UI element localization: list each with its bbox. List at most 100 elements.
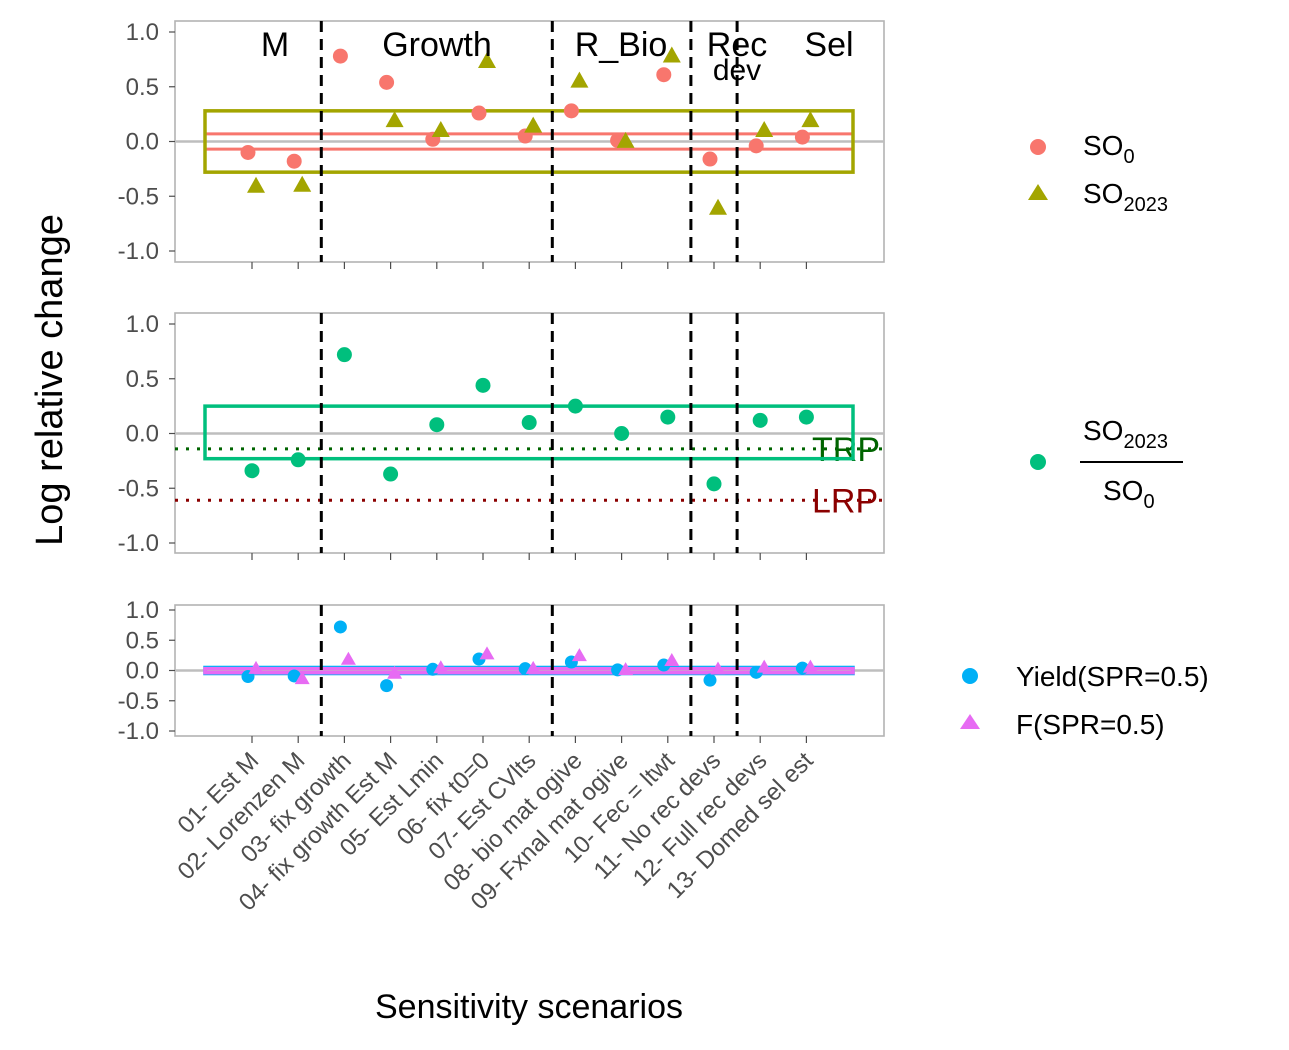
data-point	[379, 74, 395, 90]
data-point	[287, 669, 301, 683]
data-point	[616, 131, 635, 148]
data-point	[385, 111, 404, 128]
data-point	[656, 67, 672, 83]
data-point	[336, 347, 352, 363]
data-point	[702, 151, 718, 167]
data-point	[429, 417, 445, 433]
legend-marker-so0	[1030, 139, 1046, 155]
group-label-line: dev	[713, 54, 761, 87]
group-label: Rec dev	[707, 26, 767, 87]
data-point	[614, 426, 630, 441]
y-tick-label: -0.5	[118, 475, 159, 502]
data-point	[660, 409, 676, 425]
legend: SO0SO2023SO2023SO0Yield(SPR=0.5)F(SPR=0.…	[960, 130, 1209, 740]
y-tick-label: -1.0	[118, 238, 159, 265]
data-point	[521, 415, 537, 431]
legend-main: SO	[1083, 415, 1123, 446]
data-point	[801, 111, 820, 128]
group-label: Growth	[382, 26, 492, 64]
data-point	[563, 103, 579, 119]
legend-marker-yield	[962, 668, 978, 684]
data-point	[755, 120, 774, 137]
group-label-line: Rec	[707, 26, 767, 64]
data-point	[798, 409, 814, 425]
legend-label-so0: SO0	[1083, 130, 1135, 168]
panel-spawning-output: 1.0 0.5 0.0 -0.5 -1.0	[118, 19, 885, 269]
y-tick-label: -0.5	[118, 183, 159, 210]
data-point	[387, 665, 403, 679]
data-point	[247, 176, 265, 193]
group-label: Sel	[804, 26, 853, 64]
data-point	[794, 129, 810, 145]
y-tick-label: 0.5	[126, 366, 159, 393]
data-point	[802, 659, 818, 673]
reference-label-lrp: LRP	[812, 482, 878, 520]
data-point	[293, 175, 312, 192]
legend-main: SO	[1103, 475, 1143, 506]
legend-marker-so2023	[1028, 184, 1048, 200]
x-tick-labels: 01- Est M02- Lorenzen M03- fix growth04-…	[172, 747, 818, 916]
legend-main: SO	[1083, 130, 1123, 161]
data-point	[524, 116, 543, 133]
reference-label-trp: TRP	[812, 431, 880, 469]
legend-marker-ratio	[1030, 454, 1046, 470]
data-point	[478, 51, 496, 68]
y-tick-label: -1.0	[118, 718, 159, 745]
data-point	[709, 198, 727, 215]
data-point	[248, 660, 264, 674]
data-point	[433, 660, 449, 674]
legend-label-yield: Yield(SPR=0.5)	[1016, 661, 1209, 692]
data-point	[662, 46, 681, 63]
y-tick-label: -1.0	[118, 530, 159, 557]
data-point	[618, 662, 634, 676]
data-point	[703, 673, 717, 687]
data-point	[244, 463, 260, 479]
legend-label-ratio-denominator: SO0	[1103, 475, 1155, 513]
data-point	[380, 679, 394, 693]
data-point	[475, 377, 491, 393]
legend-label-so2023: SO2023	[1083, 178, 1168, 216]
band-rect	[203, 404, 855, 461]
data-point	[383, 466, 399, 482]
data-point	[571, 648, 587, 662]
data-point	[240, 144, 256, 160]
y-axis-title: Log relative change	[29, 214, 71, 546]
y-tick-label: 0.0	[126, 421, 159, 448]
legend-label-ratio-numerator: SO2023	[1083, 415, 1168, 453]
data-point	[756, 659, 772, 673]
y-tick-label: 0.0	[126, 658, 159, 685]
legend-sub: 0	[1123, 146, 1134, 168]
y-tick-label: 0.5	[126, 627, 159, 654]
y-tick-label: 0.5	[126, 74, 159, 101]
data-point	[332, 48, 348, 64]
legend-sub: 2023	[1123, 431, 1168, 453]
legend-marker-f	[960, 714, 980, 729]
data-point	[290, 452, 306, 468]
legend-sub: 0	[1143, 491, 1154, 513]
panel-ratio: 1.0 0.5 0.0 -0.5 -1.0 TRP LRP	[118, 311, 885, 560]
data-point	[706, 476, 722, 492]
legend-label-f: F(SPR=0.5)	[1016, 709, 1165, 740]
data-point	[710, 661, 726, 675]
data-point	[570, 71, 589, 88]
panel-yield-f: 1.0 0.5 0.0 -0.5 -1.0	[118, 597, 885, 745]
group-labels: M Growth R_Bio Rec dev Sel	[261, 26, 854, 87]
data-point	[286, 153, 302, 169]
data-point	[664, 653, 680, 667]
y-tick-label: 1.0	[126, 19, 159, 46]
data-point	[748, 138, 764, 154]
data-point	[340, 651, 356, 665]
data-point	[525, 660, 541, 674]
group-label: R_Bio	[575, 26, 668, 64]
x-axis-title: Sensitivity scenarios	[375, 988, 683, 1026]
legend-sub: 2023	[1123, 194, 1168, 216]
data-point	[333, 620, 347, 634]
legend-main: SO	[1083, 178, 1123, 209]
data-point	[567, 398, 583, 414]
y-tick-label: 1.0	[126, 311, 159, 338]
y-tick-label: 0.0	[126, 129, 159, 156]
y-tick-label: -0.5	[118, 688, 159, 715]
group-label: M	[261, 26, 289, 64]
data-point	[471, 105, 487, 121]
